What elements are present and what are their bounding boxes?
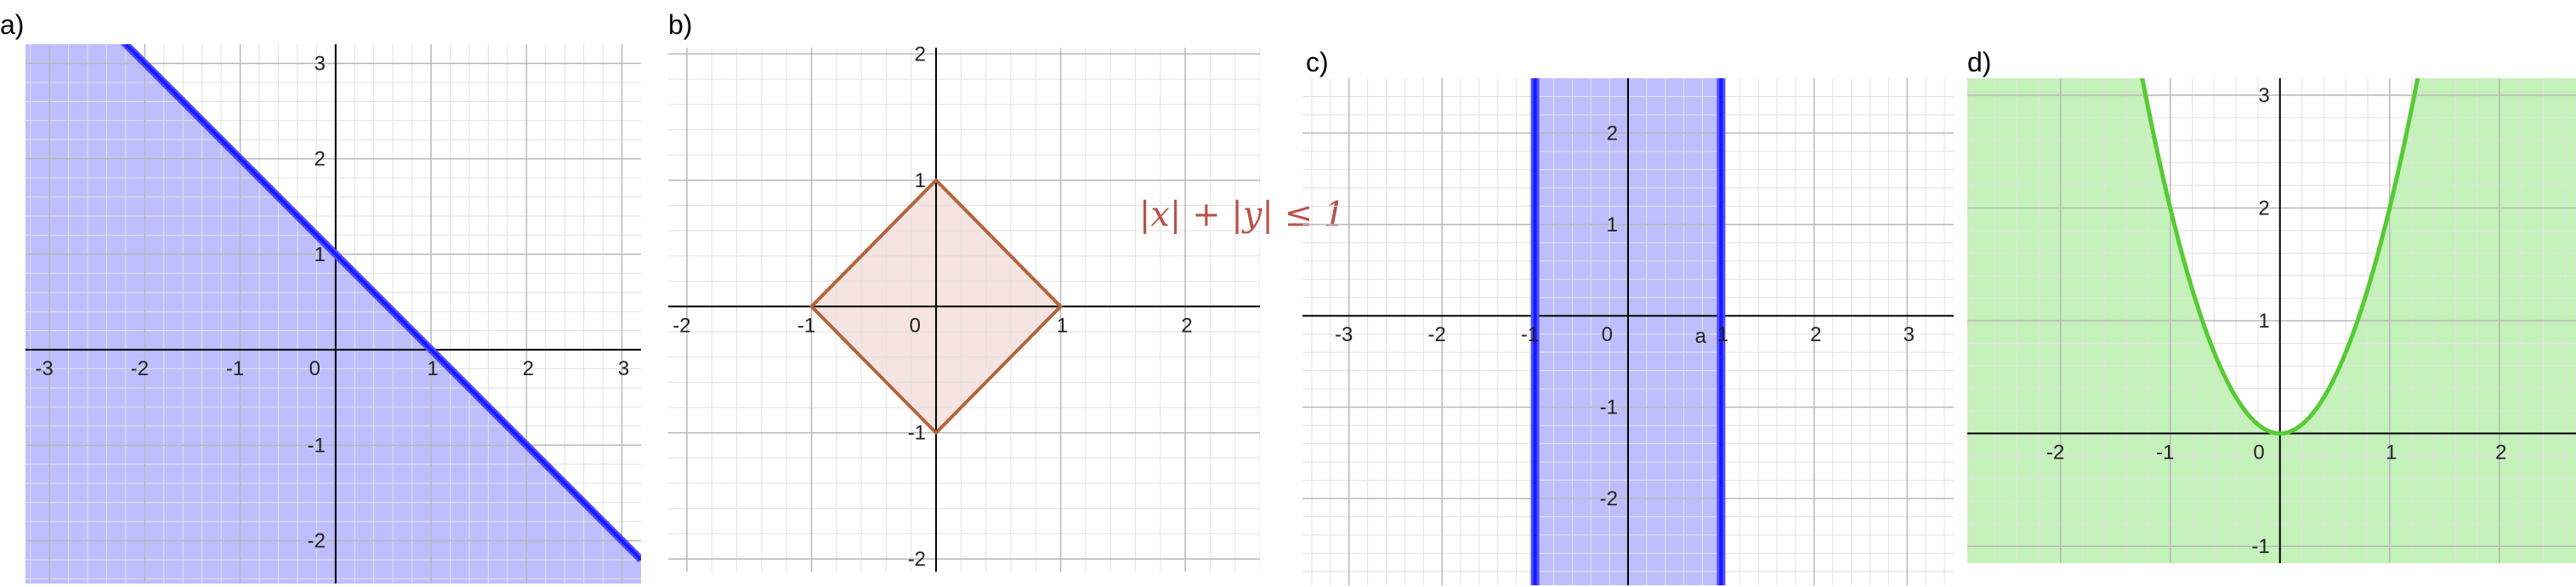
tick-labels: -2 -1 1 2 -2 -1 1 2 0 (672, 43, 1192, 571)
x-tick-label: -2 (1427, 323, 1445, 346)
x-tick-label: 3 (1904, 323, 1915, 346)
minor-grid (26, 44, 641, 584)
y-tick-label: -2 (307, 530, 325, 553)
x-tick-label: 2 (1810, 323, 1821, 346)
y-tick-label: 1 (314, 243, 325, 266)
y-tick-label: 1 (1607, 214, 1618, 237)
minor-grid (1302, 78, 1954, 585)
plot-area (1967, 78, 2576, 563)
x-tick-label: 2 (1181, 314, 1192, 337)
panel-b: -2 -1 1 2 -2 -1 1 2 0 |x| + |y| ≤ 1 b) (668, 9, 1345, 572)
tick-labels: -2 -1 1 2 -1 1 2 3 0 (2046, 84, 2507, 558)
origin-label: 0 (309, 357, 320, 380)
panel-letter: b) (668, 9, 692, 40)
y-tick-label: 1 (915, 169, 926, 192)
y-tick-label: -1 (2251, 535, 2269, 558)
tick-labels: -3 -2 -1 1 2 3 -2 -1 1 2 3 0 (35, 52, 629, 552)
panel-letter: a) (0, 9, 24, 40)
minor-grid (1967, 78, 2576, 563)
parabola-curve (2140, 78, 2420, 436)
plot-area (668, 48, 1260, 572)
shaded-region (1967, 78, 2576, 563)
y-tick-label: -2 (1600, 487, 1618, 510)
y-tick-label: 2 (314, 148, 325, 171)
x-tick-label: -2 (2046, 442, 2064, 464)
x-tick-label: -2 (131, 357, 149, 380)
x-tick-label: 2 (523, 357, 534, 380)
boundary-line (123, 44, 641, 561)
x-tick-label: 1 (1717, 323, 1728, 346)
x-tick-label: -3 (35, 357, 53, 380)
panel-letter: d) (1967, 47, 1991, 77)
y-tick-label: 2 (2258, 197, 2269, 219)
y-tick-label: 1 (2258, 310, 2269, 333)
y-tick-label: -1 (908, 422, 926, 445)
major-grid (668, 48, 1260, 572)
y-tick-label: -1 (307, 434, 325, 457)
minor-grid (668, 48, 1260, 572)
y-tick-label: 2 (915, 43, 926, 66)
point-a-label: a (1695, 325, 1707, 348)
diamond-outline (809, 178, 1063, 435)
panel-c: -3 -2 -1 1 2 3 -2 -1 1 2 0 a c) (1302, 47, 1954, 585)
x-tick-label: -3 (1335, 323, 1353, 346)
panel-d: -2 -1 1 2 -1 1 2 3 0 d) (1967, 47, 2576, 563)
panel-letter: c) (1306, 47, 1329, 77)
origin-label: 0 (1602, 323, 1613, 346)
x-tick-label: 1 (1057, 314, 1068, 337)
origin-label: 0 (910, 314, 921, 337)
x-tick-label: -2 (672, 314, 690, 337)
x-tick-label: 1 (2386, 442, 2397, 464)
x-tick-label: 2 (2495, 442, 2506, 464)
y-tick-label: -1 (1600, 396, 1618, 419)
shaded-region (26, 44, 641, 584)
x-tick-label: -1 (226, 357, 244, 380)
panel-a: -3 -2 -1 1 2 3 -2 -1 1 2 3 0 a) (0, 9, 641, 584)
origin-label: 0 (2253, 442, 2264, 464)
x-tick-label: -1 (797, 314, 815, 337)
inequality-annotation: |x| + |y| ≤ 1 (1139, 195, 1345, 234)
plot-area (26, 44, 641, 584)
y-tick-label: 3 (2258, 84, 2269, 107)
y-tick-label: 3 (314, 52, 325, 75)
x-tick-label: -1 (2156, 442, 2174, 464)
plot-area (1302, 78, 1954, 585)
y-tick-label: -2 (908, 548, 926, 571)
x-tick-label: -1 (1521, 323, 1539, 346)
x-tick-label: 1 (427, 357, 438, 380)
x-tick-label: 3 (618, 357, 629, 380)
tick-labels: -3 -2 -1 1 2 3 -2 -1 1 2 0 (1335, 122, 1915, 510)
y-tick-label: 2 (1607, 122, 1618, 145)
major-grid (1967, 78, 2576, 563)
